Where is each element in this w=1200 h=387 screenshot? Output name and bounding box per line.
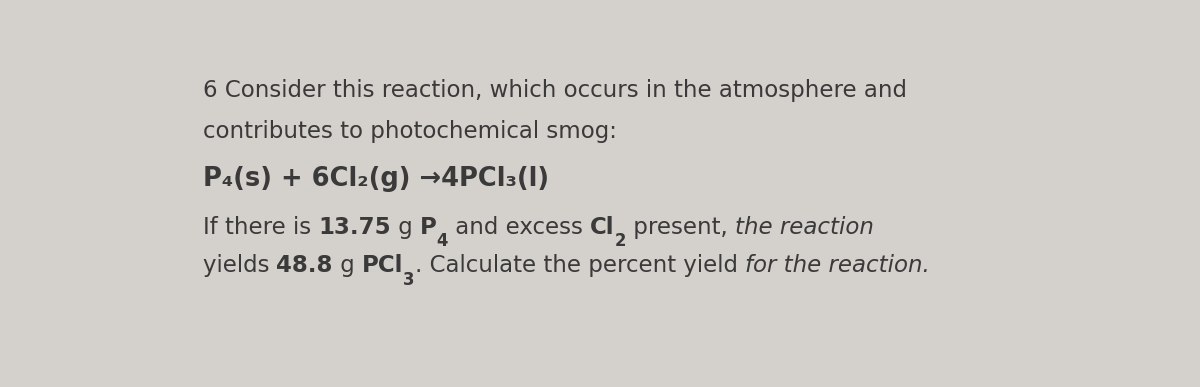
Text: present,: present, xyxy=(626,216,734,239)
Text: contributes to photochemical smog:: contributes to photochemical smog: xyxy=(203,120,617,142)
Text: g: g xyxy=(332,254,362,277)
Text: for the reaction.: for the reaction. xyxy=(745,254,930,277)
Text: PCl: PCl xyxy=(362,254,403,277)
Text: 2: 2 xyxy=(614,232,626,250)
Text: 6 Consider this reaction, which occurs in the atmosphere and: 6 Consider this reaction, which occurs i… xyxy=(203,79,907,102)
Text: 48.8: 48.8 xyxy=(276,254,332,277)
Text: yields: yields xyxy=(203,254,276,277)
Text: Cl: Cl xyxy=(590,216,614,239)
Text: 13.75: 13.75 xyxy=(318,216,391,239)
Text: 3: 3 xyxy=(403,271,415,289)
Text: the reaction: the reaction xyxy=(734,216,874,239)
Text: If there is: If there is xyxy=(203,216,318,239)
Text: . Calculate the percent yield: . Calculate the percent yield xyxy=(415,254,745,277)
Text: P: P xyxy=(420,216,437,239)
Text: g: g xyxy=(391,216,420,239)
Text: 4: 4 xyxy=(437,232,448,250)
Text: P₄(s) + 6Cl₂(g) →4PCl₃(l): P₄(s) + 6Cl₂(g) →4PCl₃(l) xyxy=(203,166,548,192)
Text: and excess: and excess xyxy=(448,216,590,239)
